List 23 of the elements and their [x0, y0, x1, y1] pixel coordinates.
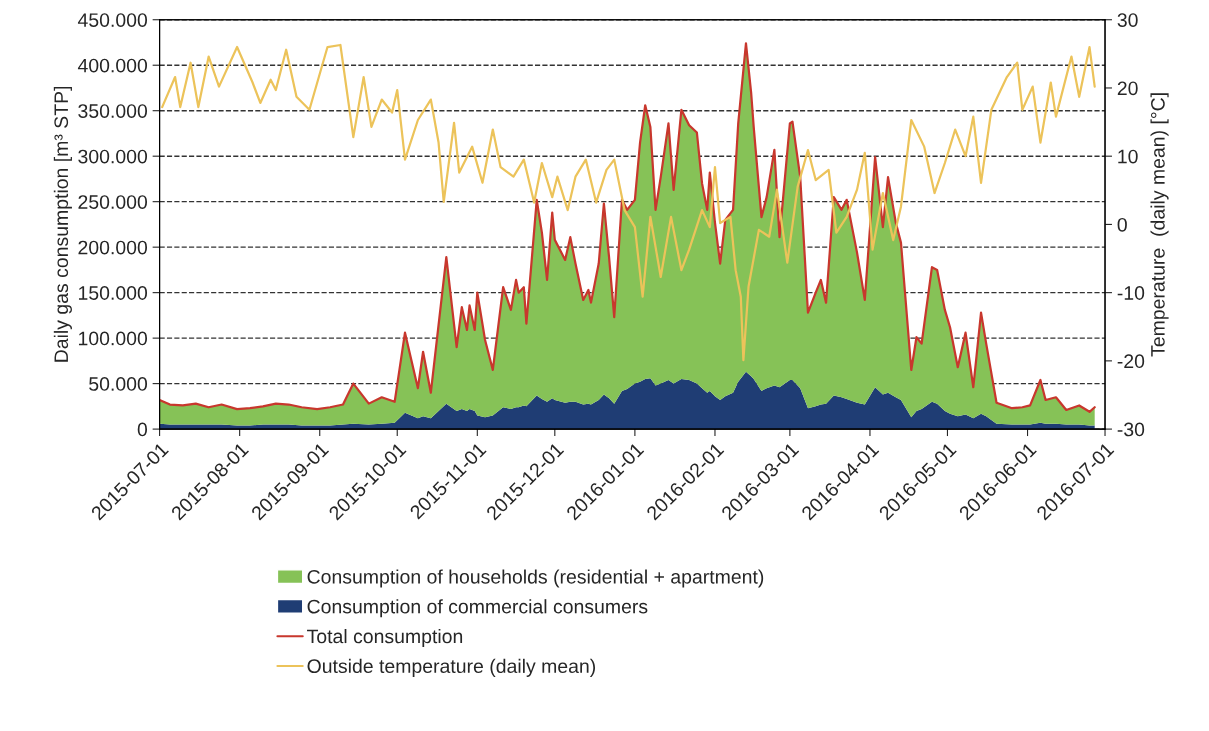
y-tick-label: 400.000: [77, 58, 148, 73]
y2-tick-label: 30: [1117, 13, 1138, 27]
y-tick-label: 250.000: [78, 195, 148, 209]
y-axis-title: Daily gas consumption [m³ STP]: [53, 86, 72, 362]
y2-tick-label: 0: [1117, 217, 1127, 232]
y-tick-label: 150.000: [78, 286, 148, 300]
legend-label: Total consumption: [307, 628, 463, 648]
y-tick-label: 50.000: [89, 377, 148, 391]
y-tick-label: 0: [137, 422, 148, 437]
y-tick-label: 450.000: [77, 13, 148, 27]
y-tick-label: 200.000: [78, 240, 148, 255]
y2-axis-title: Temperature (daily mean) [°C]: [1150, 93, 1169, 357]
legend-label: Outside temperature (daily mean): [307, 658, 596, 677]
y2-tick-label: 10: [1118, 149, 1138, 164]
y2-tick-label: -10: [1117, 286, 1145, 300]
y-tick-label: 350.000: [78, 104, 148, 118]
y2-tick-label: -30: [1117, 422, 1145, 437]
y2-tick-label: 20: [1117, 81, 1138, 96]
legend-label: Consumption of households (residential + apartment): [307, 569, 764, 588]
y-tick-label: 100.000: [78, 331, 148, 346]
y-tick-label: 300.000: [78, 149, 148, 164]
legend-label: Consumption of commercial consumers: [307, 599, 648, 618]
y2-tick-label: -20: [1117, 354, 1145, 369]
